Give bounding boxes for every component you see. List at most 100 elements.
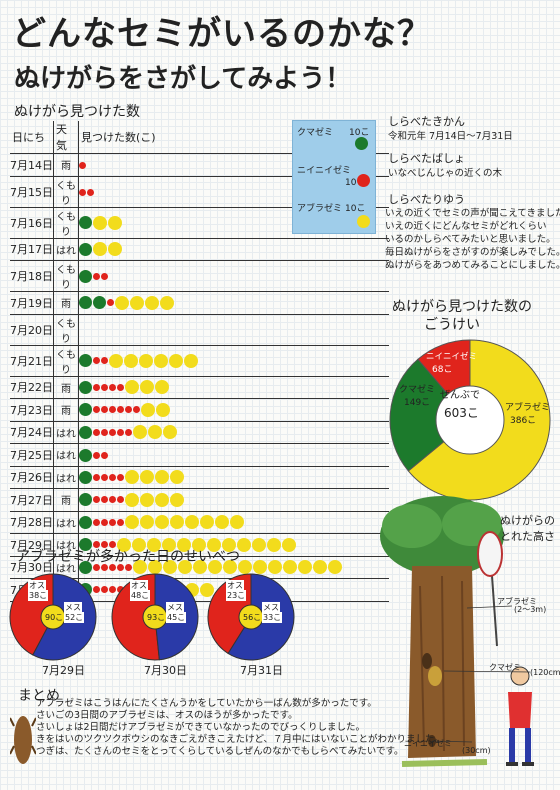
nii-dot: [93, 357, 100, 364]
abura-dot: [170, 492, 184, 507]
tally-row: 7月19日雨: [10, 291, 389, 315]
abura-dot: [93, 215, 107, 230]
pie-day-label: 7月29日: [42, 664, 85, 677]
abura-dot: [170, 515, 184, 530]
abura-dot: [109, 353, 123, 368]
nii-dot: [93, 518, 100, 526]
male-count: 52こ: [64, 612, 85, 623]
row-date: 7月16日: [10, 207, 54, 239]
legend-nii-dot: [357, 174, 370, 187]
reason-line: いえの近くでセミの声が聞こえてきました。: [385, 208, 560, 219]
nii-dot: [117, 496, 124, 504]
female-count: 38こ: [28, 590, 49, 601]
height-label-nii: ニイニイゼミ: [404, 739, 452, 748]
tally-row: 7月25日 はれ: [10, 443, 389, 467]
pie-day-label: 7月31日: [240, 664, 283, 677]
female-label: オス: [28, 580, 46, 591]
abura-dot: [155, 470, 169, 485]
abura-dot: [141, 402, 155, 417]
abura-dot: [282, 537, 296, 552]
tally-row: 7月17日 はれ: [10, 238, 389, 261]
abura-dot: [207, 537, 221, 552]
male-label: メス: [262, 602, 280, 613]
abura-dot: [156, 402, 170, 417]
nii-dot: [109, 428, 116, 436]
row-date: 7月19日: [10, 291, 54, 315]
abura-dot: [185, 515, 199, 530]
abura-dot: [124, 353, 138, 368]
nii-dot: [93, 473, 100, 481]
abura-total-count: 386こ: [510, 416, 537, 426]
abura-dot: [148, 425, 162, 440]
nii-dot: [117, 383, 124, 391]
legend-nii-unit: 10こ: [345, 178, 366, 188]
abura-dot: [140, 380, 154, 395]
abura-dot: [155, 515, 169, 530]
col-date: 日にち: [10, 121, 54, 154]
abura-dot: [192, 537, 206, 552]
nii-dot: [101, 357, 108, 364]
abura-dot: [200, 515, 214, 530]
kuma-dot: [79, 216, 92, 229]
slice-kuma: [389, 358, 471, 472]
row-dots: [78, 376, 389, 399]
tally-title: ぬけがら見つけた数: [14, 104, 140, 120]
row-date: 7月20日: [10, 314, 54, 346]
row-weather: はれ: [53, 466, 79, 489]
tally-row: 7月28日 はれ: [10, 511, 389, 534]
kuma-dot: [79, 493, 92, 507]
abura-dot: [178, 560, 192, 575]
reason-line: いえの近くにどんなセミがどれくらい: [385, 221, 547, 232]
row-weather: くもり: [53, 345, 79, 377]
summary-text: アブラゼミはこうはんにたくさんうかをしていたから一ばん数が多かったです。 さいご…: [36, 698, 444, 758]
nii-dot: [117, 428, 124, 436]
nii-dot: [117, 518, 124, 526]
tally-row: 7月27日雨: [10, 488, 389, 512]
nii-dot: [101, 518, 108, 526]
nii-dot: [125, 406, 132, 414]
legend-kuma-unit: 10こ: [349, 128, 370, 138]
kuma-dot: [79, 403, 92, 417]
boy-shirt: [508, 692, 532, 728]
nii-dot: [109, 473, 116, 481]
period-label: しらべたきかん: [388, 115, 465, 128]
reason-line: いるのかしらべてみたいと思いました。: [385, 234, 556, 245]
nii-dot: [101, 473, 108, 481]
nii-dot: [93, 496, 100, 504]
nii-dot: [133, 406, 140, 414]
row-weather: はれ: [53, 238, 79, 261]
abura-dot: [130, 295, 144, 310]
kuma-dot: [79, 269, 92, 283]
row-weather: 雨: [53, 398, 79, 422]
row-dots: [78, 488, 389, 512]
kuma-dot: [93, 296, 106, 310]
male-count: 33こ: [262, 612, 283, 623]
poster-subtitle: ぬけがらをさがしてみよう！: [14, 64, 352, 94]
abura-dot: [133, 560, 147, 575]
summary-title: まとめ: [18, 688, 60, 704]
summary-line: さいごの3日間のアブラゼミは、オスのほうが多かったです。: [36, 710, 298, 721]
row-dots: [78, 238, 389, 261]
height-nii: (30cm): [462, 746, 491, 755]
nii-dot: [101, 541, 108, 549]
nii-dot: [101, 272, 108, 280]
abura-dot: [93, 242, 107, 257]
abura-dot: [154, 353, 168, 368]
row-date: 7月24日: [10, 421, 54, 444]
row-dots: [78, 533, 389, 557]
row-weather: くもり: [53, 207, 79, 239]
row-date: 7月28日: [10, 511, 54, 534]
row-dots: [78, 345, 389, 377]
abura-dot: [160, 295, 174, 310]
row-dots: [78, 466, 389, 489]
legend-kuma: クマゼミ: [297, 128, 334, 138]
nii-dot: [93, 428, 100, 436]
kuma-dot: [79, 538, 92, 552]
female-label: オス: [130, 580, 148, 591]
row-weather: 雨: [53, 376, 79, 399]
reason-line: 毎日ぬけがらをさがすのが楽しみでした。: [385, 247, 560, 258]
nii-total-count: 68こ: [432, 365, 453, 375]
pie-center-value: 90こ: [45, 613, 64, 622]
nii-dot: [117, 563, 124, 571]
abura-dot: [237, 537, 251, 552]
